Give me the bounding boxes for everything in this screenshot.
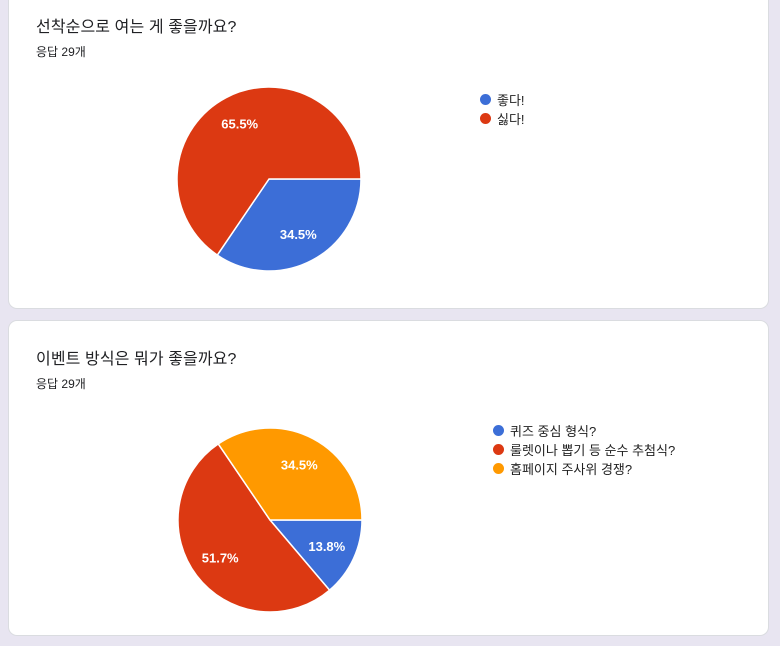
pie-slice: [177, 442, 331, 613]
legend-item: 홈페이지 주사위 경쟁?: [493, 459, 675, 478]
chart-legend: 좋다! 싫다!: [480, 90, 525, 128]
legend-color-dot: [480, 113, 491, 124]
question-title: 선착순으로 여는 게 좋을까요?: [36, 19, 237, 36]
response-count: 응답 29개: [36, 45, 86, 59]
slice-percent-label: 34.5%: [280, 227, 317, 242]
legend-item: 좋다!: [480, 90, 525, 109]
pie-slice: [217, 427, 363, 521]
response-count: 응답 29개: [36, 377, 86, 391]
slice-percent-label: 34.5%: [281, 457, 318, 472]
slice-percent-label: 65.5%: [221, 116, 258, 131]
legend-color-dot: [493, 463, 504, 474]
chart-legend: 퀴즈 중심 형식? 룰렛이나 뽑기 등 순수 추첨식? 홈페이지 주사위 경쟁?: [493, 421, 675, 478]
pie-slice: [176, 86, 362, 257]
question-card-1: 선착순으로 여는 게 좋을까요? 응답 29개 34.5% 65.5% 좋다! 싫다…: [8, 0, 769, 309]
legend-item: 퀴즈 중심 형식?: [493, 421, 675, 440]
legend-color-dot: [493, 425, 504, 436]
legend-color-dot: [480, 94, 491, 105]
pie-slice: [216, 178, 362, 272]
question-title: 이벤트 방식은 뭐가 좋을까요?: [36, 351, 237, 368]
pie-chart: 34.5% 65.5%: [176, 86, 362, 272]
slice-percent-label: 13.8%: [308, 539, 345, 554]
legend-label: 싫다!: [497, 112, 525, 127]
legend-label: 홈페이지 주사위 경쟁?: [510, 462, 633, 477]
pie-chart: 13.8% 51.7% 34.5%: [177, 427, 363, 613]
slice-percent-label: 51.7%: [202, 550, 239, 565]
legend-label: 룰렛이나 뽑기 등 순수 추첨식?: [510, 443, 676, 458]
legend-label: 좋다!: [497, 93, 525, 108]
pie-slice: [268, 519, 363, 592]
legend-color-dot: [493, 444, 504, 455]
legend-item: 싫다!: [480, 109, 525, 128]
legend-label: 퀴즈 중심 형식?: [510, 424, 597, 439]
legend-item: 룰렛이나 뽑기 등 순수 추첨식?: [493, 440, 675, 459]
question-card-2: 이벤트 방식은 뭐가 좋을까요? 응답 29개 13.8% 51.7% 34.5% …: [8, 320, 769, 636]
